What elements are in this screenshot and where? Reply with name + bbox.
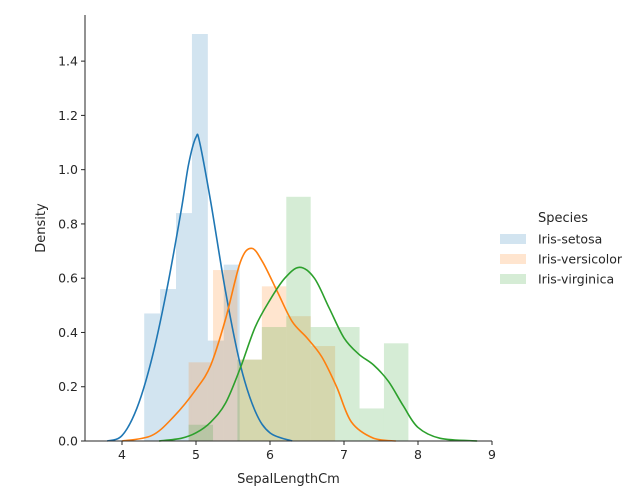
x-tick-label: 4 bbox=[118, 447, 126, 462]
legend-swatch bbox=[500, 234, 526, 244]
y-tick-label: 0.0 bbox=[58, 434, 78, 449]
axes: 4 5 6 7 8 9 0.0 0.2 0.4 0.6 0.8 1.0 1.2 1.4 bbox=[58, 15, 496, 462]
hist-bar-1-1 bbox=[213, 270, 238, 441]
x-axis-title: SepalLengthCm bbox=[237, 472, 340, 487]
hist-bar-2-6 bbox=[335, 327, 360, 441]
x-tick-label: 5 bbox=[192, 447, 200, 462]
legend-title: Species bbox=[538, 211, 588, 226]
legend-label: Iris-versicolor bbox=[538, 252, 623, 267]
legend-label: Iris-virginica bbox=[538, 272, 614, 287]
hist-bar-1-2 bbox=[237, 359, 262, 441]
hist-bar-2-2 bbox=[237, 359, 262, 441]
kde-line-0 bbox=[106, 133, 293, 442]
x-tick-label: 6 bbox=[266, 447, 274, 462]
y-tick-label: 0.6 bbox=[58, 271, 78, 286]
y-tick-label: 1.4 bbox=[58, 54, 78, 69]
y-tick-label: 0.8 bbox=[58, 216, 78, 231]
hist-bar-2-8 bbox=[383, 343, 409, 441]
kde-line-1 bbox=[121, 247, 396, 442]
hist-bar-2-5 bbox=[310, 327, 336, 441]
legend-swatch bbox=[500, 254, 526, 264]
hist-bar-0-2 bbox=[176, 213, 192, 441]
y-tick-label: 0.2 bbox=[58, 379, 78, 394]
y-tick-label: 1.0 bbox=[58, 162, 78, 177]
x-tick-label: 8 bbox=[414, 447, 422, 462]
hist-bar-2-0 bbox=[188, 424, 214, 441]
y-tick-label: 0.4 bbox=[58, 325, 78, 340]
hist-bar-0-1 bbox=[160, 289, 177, 441]
legend-label: Iris-setosa bbox=[538, 232, 602, 247]
hist-bar-1-0 bbox=[188, 362, 214, 441]
kde-line-2 bbox=[158, 266, 478, 442]
hist-bar-2-3 bbox=[261, 327, 287, 441]
hist-bar-0-4 bbox=[207, 340, 224, 441]
y-axis-title: Density bbox=[34, 203, 49, 253]
hist-bar-0-0 bbox=[144, 313, 161, 441]
x-tick-label: 9 bbox=[488, 447, 496, 462]
hist-bar-2-7 bbox=[359, 408, 384, 441]
x-tick-label: 7 bbox=[340, 447, 348, 462]
legend-swatch bbox=[500, 274, 526, 284]
y-tick-label: 1.2 bbox=[58, 108, 78, 123]
legend: Species Iris-setosa Iris-versicolor Iris-v… bbox=[500, 211, 623, 287]
plot-area bbox=[106, 33, 478, 442]
hist-bar-1-3 bbox=[261, 286, 287, 441]
hist-bar-1-5 bbox=[310, 346, 336, 441]
